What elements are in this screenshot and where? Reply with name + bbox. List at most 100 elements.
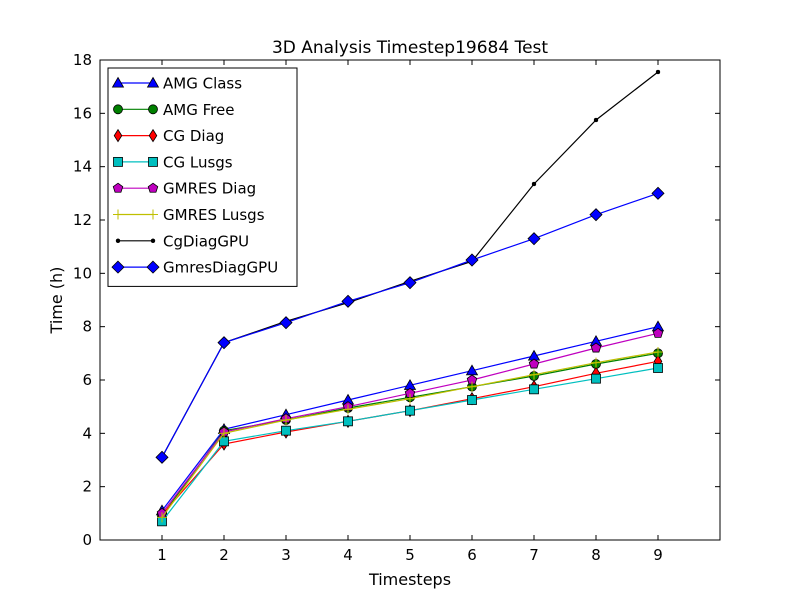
data-point-gmres-lusgs xyxy=(219,428,229,439)
series-gmres-diag xyxy=(156,327,664,518)
data-point-gmres-lusgs xyxy=(343,404,353,415)
data-point-cg-lusgs xyxy=(281,425,291,436)
data-point-gmres-lusgs xyxy=(653,347,663,357)
x-tick-label: 1 xyxy=(157,546,167,564)
x-tick-label: 3 xyxy=(281,546,291,564)
legend-label: AMG Class xyxy=(163,75,242,93)
data-point-gmresdiaggpu xyxy=(217,336,231,350)
series-line-gmres-lusgs xyxy=(161,351,659,518)
legend-label: GmresDiagGPU xyxy=(163,259,278,277)
data-point-gmresdiaggpu xyxy=(279,316,293,330)
legend-item-gmresdiaggpu: GmresDiagGPU xyxy=(111,259,278,277)
data-point-cg-lusgs xyxy=(343,416,353,427)
legend-marker xyxy=(148,156,158,167)
series-amg-free xyxy=(157,348,663,521)
legend-label: GMRES Diag xyxy=(163,180,256,198)
data-point-cg-lusgs xyxy=(591,373,601,384)
legend-marker xyxy=(111,260,125,274)
x-tick-label: 7 xyxy=(529,546,539,564)
x-tick-label: 5 xyxy=(405,546,415,564)
data-point-cg-lusgs xyxy=(653,363,663,373)
data-point-gmres-diag xyxy=(590,342,602,353)
y-tick-label: 4 xyxy=(82,424,92,442)
data-point-cgdiaggpu xyxy=(655,69,661,75)
data-point-gmres-lusgs xyxy=(405,393,415,404)
series-line-amg-free xyxy=(161,352,659,517)
y-tick-label: 0 xyxy=(82,531,92,549)
x-tick-label: 4 xyxy=(343,546,353,564)
x-tick-label: 8 xyxy=(591,546,601,564)
legend-label: GMRES Lusgs xyxy=(163,206,265,224)
legend-marker xyxy=(148,128,158,143)
series-lines xyxy=(155,69,665,527)
legend: AMG Class AMG Free CG Diag CG Lusgs GMRES Di… xyxy=(107,67,298,287)
legend-item-gmres-lusgs: GMRES Lusgs xyxy=(113,206,265,224)
legend-item-cg-lusgs: CG Lusgs xyxy=(113,153,233,171)
x-tick-label: 9 xyxy=(653,546,663,564)
data-point-gmresdiaggpu xyxy=(589,208,603,222)
chart-title: 3D Analysis Timestep19684 Test xyxy=(272,38,548,58)
y-tick-label: 2 xyxy=(82,478,92,496)
legend-item-cgdiaggpu: CgDiagGPU xyxy=(115,232,249,250)
legend-marker xyxy=(112,182,124,193)
x-tick-label: 6 xyxy=(467,546,477,564)
legend-item-gmres-diag: GMRES Diag xyxy=(112,180,256,198)
legend-item-amg-class: AMG Class xyxy=(111,75,242,93)
data-point-cg-lusgs xyxy=(529,384,539,395)
data-point-gmres-lusgs xyxy=(529,369,539,380)
legend-label: CG Diag xyxy=(163,127,224,145)
series-line-gmres-diag xyxy=(161,332,659,514)
x-axis-label: Timesteps xyxy=(368,570,451,589)
legend-marker xyxy=(146,260,160,274)
legend-item-amg-free: AMG Free xyxy=(113,101,234,119)
legend-marker xyxy=(111,76,125,88)
legend-box xyxy=(107,67,298,287)
legend-marker xyxy=(150,238,156,244)
y-tick-label: 14 xyxy=(73,158,92,176)
legend-marker xyxy=(148,209,158,220)
y-tick-label: 10 xyxy=(73,264,92,282)
legend-marker xyxy=(113,104,123,115)
data-point-gmresdiaggpu xyxy=(341,294,355,308)
data-point-cg-lusgs xyxy=(405,405,415,416)
legend-marker xyxy=(148,104,158,115)
data-point-gmres-diag xyxy=(652,327,664,338)
legend-marker xyxy=(113,128,123,143)
legend-label: CgDiagGPU xyxy=(163,232,249,250)
data-point-gmresdiaggpu xyxy=(155,450,169,464)
y-tick-label: 6 xyxy=(82,371,92,389)
data-point-gmresdiaggpu xyxy=(465,253,479,267)
data-point-gmres-lusgs xyxy=(157,512,167,523)
y-axis-label: Time (h) xyxy=(47,267,66,335)
legend-marker xyxy=(113,156,123,167)
y-tick-label: 12 xyxy=(73,211,92,229)
y-tick-label: 8 xyxy=(82,318,92,336)
data-point-gmres-lusgs xyxy=(467,381,477,392)
data-point-gmres-diag xyxy=(528,358,540,369)
legend-label: CG Lusgs xyxy=(163,153,233,171)
data-point-gmresdiaggpu xyxy=(527,232,541,246)
series-line-amg-class xyxy=(161,326,659,512)
series-cg-lusgs xyxy=(157,363,663,527)
legend-marker xyxy=(147,182,159,193)
x-tick-label: 2 xyxy=(219,546,229,564)
data-point-gmresdiaggpu xyxy=(403,276,417,290)
series-gmresdiaggpu xyxy=(155,186,665,464)
data-point-gmres-lusgs xyxy=(281,415,291,425)
legend-marker xyxy=(115,238,121,244)
legend-marker xyxy=(113,209,123,220)
data-point-gmres-lusgs xyxy=(591,357,601,368)
y-tick-label: 18 xyxy=(73,51,92,69)
legend-label: AMG Free xyxy=(163,101,234,119)
legend-item-cg-diag: CG Diag xyxy=(113,127,224,145)
data-point-gmresdiaggpu xyxy=(651,186,665,200)
data-point-cgdiaggpu xyxy=(593,117,599,123)
y-tick-label: 16 xyxy=(73,104,92,122)
data-point-cgdiaggpu xyxy=(531,181,537,187)
data-point-cg-lusgs xyxy=(467,395,477,405)
series-gmres-lusgs xyxy=(157,347,663,523)
legend-marker xyxy=(146,76,160,88)
